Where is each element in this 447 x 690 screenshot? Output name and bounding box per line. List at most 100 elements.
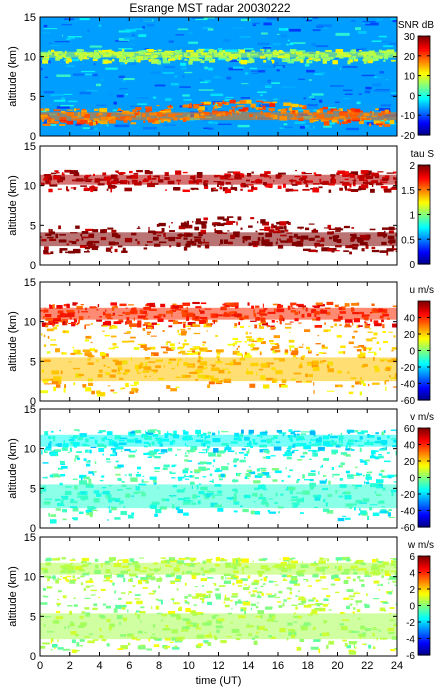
- colorbar-segment: [418, 113, 430, 116]
- heatmap-cell: [196, 188, 199, 190]
- heatmap-cell: [189, 348, 197, 350]
- colorbar-tick-label: 40: [404, 441, 416, 452]
- heatmap-cell: [231, 595, 238, 598]
- colorbar-segment: [418, 130, 430, 133]
- colorbar-tick-label: -6: [406, 651, 415, 662]
- colorbar-segment: [418, 105, 430, 108]
- heatmap-cell: [135, 473, 142, 477]
- colorbar-segment: [418, 367, 430, 370]
- heatmap-cell: [186, 352, 194, 356]
- heatmap-cell: [177, 329, 180, 333]
- heatmap-cell: [272, 479, 278, 482]
- heatmap-cell: [101, 49, 110, 53]
- heatmap-cell: [106, 431, 113, 436]
- heatmap-cell: [89, 449, 92, 454]
- heatmap-cell: [287, 60, 295, 64]
- heatmap-cell: [66, 579, 69, 583]
- snr-noise-cell: [63, 19, 78, 22]
- heatmap-cell: [111, 506, 117, 511]
- heatmap-cell: [342, 639, 347, 642]
- heatmap-cell: [282, 454, 290, 457]
- heatmap-cell: [72, 517, 74, 520]
- snr-noise-cell: [266, 17, 278, 20]
- x-axis-label: time (UT): [196, 675, 242, 687]
- heatmap-cell: [361, 583, 365, 587]
- colorbar-segment: [418, 516, 430, 519]
- heatmap-cell: [204, 244, 210, 249]
- colorbar-label: tau S: [411, 149, 435, 160]
- heatmap-cell: [169, 343, 175, 347]
- heatmap-cell: [270, 327, 272, 330]
- heatmap-cell: [58, 578, 62, 580]
- heatmap-cell: [267, 325, 269, 328]
- colorbar-segment: [418, 209, 430, 213]
- heatmap-cell: [325, 49, 332, 52]
- heatmap-cell: [80, 185, 87, 187]
- snr-noise-cell: [260, 65, 274, 68]
- heatmap-cell: [363, 346, 367, 352]
- heatmap-cell: [363, 56, 372, 61]
- heatmap-cell: [198, 109, 203, 113]
- heatmap-cell: [122, 559, 129, 563]
- heatmap-cell: [168, 225, 170, 228]
- heatmap-cell: [389, 575, 397, 580]
- heatmap-cell: [303, 578, 308, 581]
- heatmap-cell: [256, 595, 262, 599]
- heatmap-cell: [340, 612, 345, 615]
- heatmap-cell: [351, 108, 355, 112]
- snr-noise-cell: [68, 100, 78, 103]
- heatmap-cell: [377, 584, 383, 586]
- heatmap-cell: [360, 460, 367, 463]
- heatmap-cell: [128, 473, 132, 477]
- y-axis-label: altitude (km): [7, 566, 19, 627]
- snr-noise-cell: [41, 67, 43, 71]
- heatmap-cell: [143, 452, 150, 456]
- heatmap-cell: [62, 319, 69, 323]
- heatmap-cell: [232, 108, 235, 113]
- heatmap-cell: [252, 592, 255, 595]
- heatmap-cell: [386, 251, 389, 256]
- heatmap-cell: [137, 579, 143, 585]
- heatmap-cell: [158, 577, 163, 580]
- heatmap-cell: [155, 598, 159, 601]
- heatmap-cell: [216, 352, 221, 355]
- heatmap-cell: [45, 446, 52, 449]
- heatmap-cell: [110, 335, 117, 338]
- heatmap-cell: [42, 587, 47, 591]
- heatmap-cell: [209, 48, 214, 53]
- heatmap-cell: [336, 228, 344, 231]
- colorbar-tick-label: 4: [409, 569, 415, 580]
- heatmap-cell: [128, 578, 133, 582]
- heatmap-cell: [151, 59, 159, 64]
- colorbar-segment: [418, 77, 430, 80]
- heatmap-cell: [110, 389, 115, 392]
- heatmap-cell: [333, 318, 341, 322]
- heatmap-cell: [377, 560, 384, 564]
- colorbar-segment: [418, 250, 430, 253]
- heatmap-cell: [249, 383, 256, 388]
- heatmap-cell: [317, 335, 320, 337]
- colorbar-segment: [418, 183, 430, 186]
- heatmap-cell: [129, 170, 133, 174]
- snr-noise-cell: [307, 103, 318, 107]
- heatmap-cell: [57, 599, 60, 601]
- heatmap-cell: [61, 352, 64, 355]
- colorbar-segment: [418, 229, 430, 233]
- colorbar-segment: [418, 633, 430, 636]
- colorbar-segment: [418, 338, 430, 341]
- heatmap-cell: [174, 641, 183, 643]
- heatmap-cell: [395, 450, 397, 456]
- heatmap-cell: [259, 323, 261, 328]
- heatmap-cell: [278, 432, 287, 435]
- heatmap-cell: [393, 248, 397, 250]
- heatmap-cell: [90, 585, 94, 587]
- heatmap-cell: [388, 509, 393, 512]
- colorbar-tick-label: -2: [406, 618, 415, 629]
- colorbar-segment: [418, 342, 430, 345]
- heatmap-cell: [242, 107, 249, 111]
- heatmap-cell: [356, 561, 362, 565]
- heatmap-cell: [338, 108, 343, 112]
- heatmap-cell: [104, 60, 112, 64]
- heatmap-cell: [263, 60, 267, 63]
- heatmap-cell: [250, 344, 254, 348]
